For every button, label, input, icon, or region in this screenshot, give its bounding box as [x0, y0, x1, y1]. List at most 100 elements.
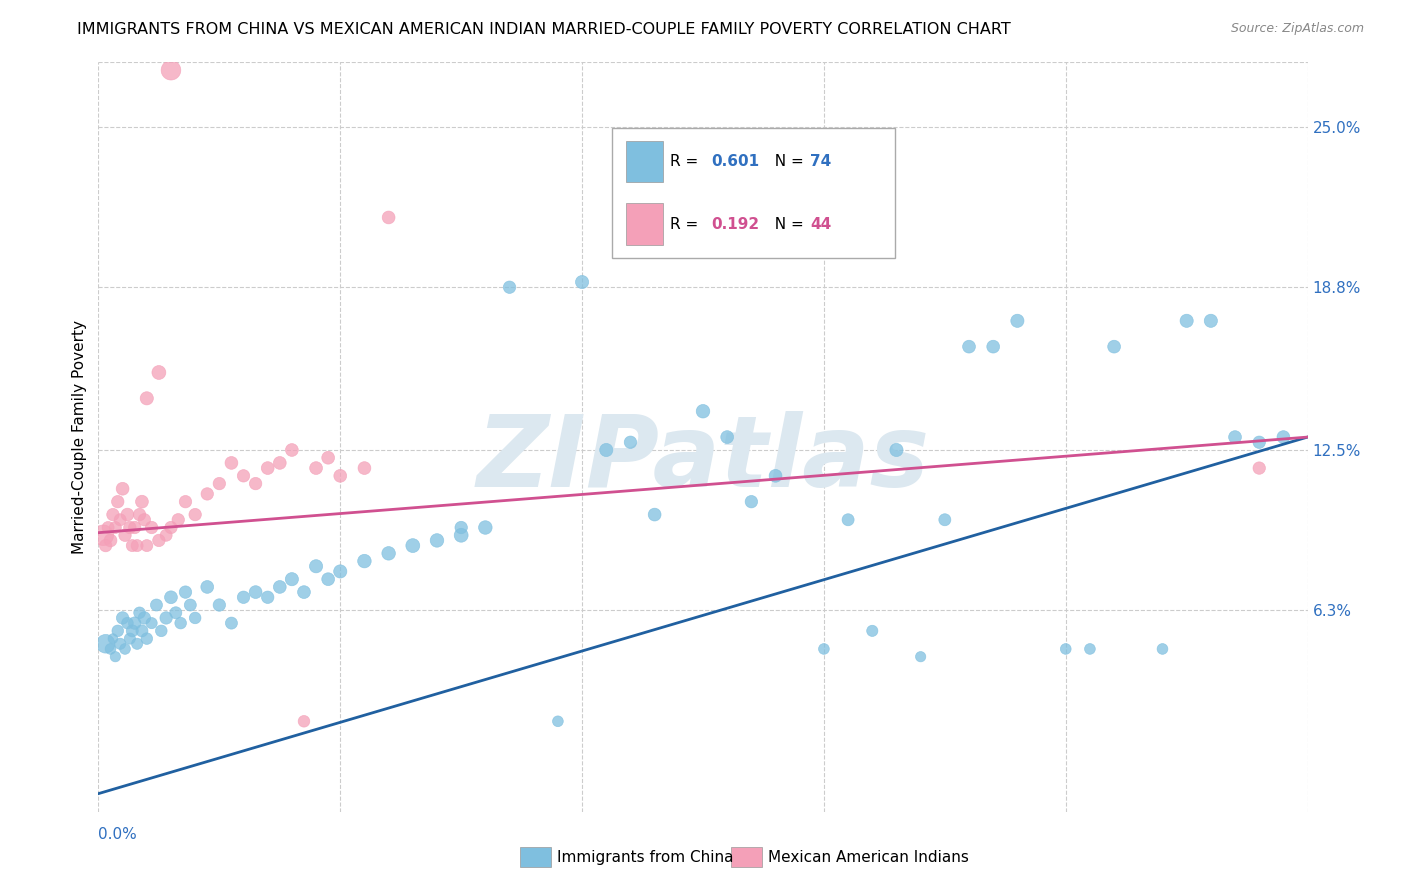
Point	[305, 461, 328, 475]
Point	[329, 468, 352, 483]
Point	[208, 598, 231, 612]
Point	[377, 546, 399, 560]
Point	[160, 591, 183, 605]
Point	[165, 606, 187, 620]
Point	[155, 611, 177, 625]
Point	[104, 520, 127, 534]
Text: R =: R =	[669, 217, 703, 232]
Point	[184, 611, 207, 625]
Point	[104, 649, 127, 664]
Point	[1078, 642, 1101, 657]
Point	[141, 616, 163, 631]
Text: Immigrants from China: Immigrants from China	[557, 850, 734, 864]
Point	[101, 508, 124, 522]
Point	[232, 591, 254, 605]
Point	[245, 476, 267, 491]
Point	[114, 642, 136, 657]
Point	[127, 637, 149, 651]
Point	[97, 520, 120, 534]
Point	[160, 63, 183, 78]
Point	[134, 513, 156, 527]
Point	[94, 539, 117, 553]
Point	[957, 340, 980, 354]
Point	[353, 461, 375, 475]
Point	[426, 533, 449, 548]
Point	[148, 533, 170, 548]
Text: ZIPatlas: ZIPatlas	[477, 411, 929, 508]
Text: Source: ZipAtlas.com: Source: ZipAtlas.com	[1230, 22, 1364, 36]
Point	[117, 616, 139, 631]
Point	[1249, 435, 1271, 450]
Point	[148, 366, 170, 380]
Point	[100, 533, 122, 548]
Point	[174, 585, 197, 599]
Point	[135, 539, 157, 553]
Text: Mexican American Indians: Mexican American Indians	[768, 850, 969, 864]
Point	[740, 494, 762, 508]
Point	[1152, 642, 1174, 657]
Point	[1054, 642, 1077, 657]
Point	[619, 435, 641, 450]
Text: IMMIGRANTS FROM CHINA VS MEXICAN AMERICAN INDIAN MARRIED-COUPLE FAMILY POVERTY C: IMMIGRANTS FROM CHINA VS MEXICAN AMERICA…	[77, 22, 1011, 37]
Point	[108, 637, 131, 651]
Point	[1007, 314, 1029, 328]
Point	[150, 624, 173, 638]
Text: 0.601: 0.601	[711, 154, 759, 169]
Point	[124, 616, 146, 631]
Point	[131, 494, 153, 508]
Point	[195, 580, 218, 594]
Point	[316, 572, 339, 586]
Point	[450, 528, 472, 542]
Point	[135, 632, 157, 646]
Point	[131, 624, 153, 638]
Point	[179, 598, 201, 612]
Point	[169, 616, 191, 631]
Point	[107, 624, 129, 638]
Point	[1102, 340, 1125, 354]
Point	[107, 494, 129, 508]
Point	[174, 494, 197, 508]
Point	[100, 642, 122, 657]
Point	[377, 211, 399, 225]
Point	[353, 554, 375, 568]
Text: 44: 44	[810, 217, 831, 232]
Point	[195, 487, 218, 501]
Point	[160, 520, 183, 534]
Point	[1223, 430, 1246, 444]
Point	[91, 528, 114, 542]
Point	[269, 580, 291, 594]
Text: 0.192: 0.192	[711, 217, 759, 232]
Point	[121, 624, 143, 638]
Point	[837, 513, 859, 527]
Text: 74: 74	[810, 154, 831, 169]
Point	[208, 476, 231, 491]
Point	[316, 450, 339, 465]
Point	[155, 528, 177, 542]
Point	[692, 404, 714, 418]
Point	[101, 632, 124, 646]
Point	[934, 513, 956, 527]
Point	[117, 508, 139, 522]
Point	[1199, 314, 1222, 328]
Point	[114, 528, 136, 542]
Point	[269, 456, 291, 470]
Point	[128, 606, 150, 620]
Point	[111, 611, 134, 625]
Point	[221, 616, 243, 631]
Point	[595, 442, 617, 457]
Point	[305, 559, 328, 574]
Point	[167, 513, 190, 527]
Point	[981, 340, 1004, 354]
Point	[329, 565, 352, 579]
Point	[94, 637, 117, 651]
Point	[498, 280, 520, 294]
Point	[910, 649, 932, 664]
Point	[474, 520, 496, 534]
Point	[245, 585, 267, 599]
Point	[571, 275, 593, 289]
Point	[118, 520, 141, 534]
Point	[121, 539, 143, 553]
Point	[118, 632, 141, 646]
Point	[281, 442, 304, 457]
Text: N =: N =	[765, 154, 808, 169]
